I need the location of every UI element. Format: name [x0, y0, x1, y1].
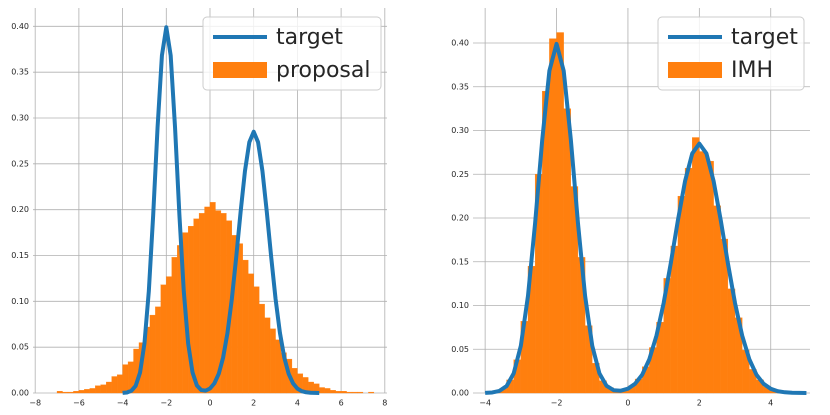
x-tick-label: −6	[73, 399, 85, 408]
histogram-bar	[242, 259, 249, 394]
y-tick-label: 0.00	[451, 389, 469, 398]
histogram-bar	[269, 328, 276, 394]
legend-label: target	[276, 25, 343, 50]
legend-swatch	[213, 62, 267, 78]
histogram-bar	[73, 391, 80, 394]
histogram-bar	[684, 167, 693, 394]
histogram-bar	[335, 391, 342, 394]
x-tick-label: 0	[625, 399, 630, 408]
histogram-bar	[275, 339, 282, 394]
y-tick-label: 0.30	[451, 126, 469, 135]
x-tick-label: 2	[697, 399, 702, 408]
histogram-bar	[264, 317, 271, 394]
histogram-bar	[166, 276, 172, 394]
y-tick-label: 0.20	[451, 214, 469, 223]
histogram-bar	[340, 391, 347, 394]
histogram-bar	[155, 306, 161, 394]
histogram-bar	[95, 385, 101, 394]
x-tick-label: 4	[295, 399, 300, 408]
x-tick-label: −4	[479, 399, 491, 408]
x-tick-label: 0	[207, 399, 212, 408]
histogram-bar	[198, 213, 205, 394]
histogram-bar	[253, 286, 260, 394]
histogram-bar	[248, 273, 254, 394]
histogram-bar	[106, 381, 112, 394]
legend-label: proposal	[276, 58, 370, 83]
target-line	[485, 41, 807, 395]
histogram-bar	[692, 137, 700, 394]
histogram-bar	[351, 391, 358, 394]
histogram-bar	[149, 314, 156, 394]
y-tick-label: 0.05	[11, 343, 29, 352]
y-tick-label: 0.30	[11, 114, 29, 123]
histogram-bar	[89, 388, 96, 394]
x-tick-label: 4	[768, 399, 773, 408]
histogram-bar	[78, 390, 85, 394]
y-tick-label: 0.35	[11, 68, 29, 77]
histogram-bar	[171, 257, 178, 394]
histogram-bar	[563, 108, 571, 394]
x-tick-label: −4	[117, 399, 129, 408]
y-tick-label: 0.10	[11, 297, 29, 306]
x-tick-label: −2	[551, 399, 563, 408]
histogram-bar	[237, 243, 243, 394]
legend-label: target	[731, 25, 798, 50]
histogram-bar	[111, 376, 118, 394]
y-tick-label: 0.40	[451, 39, 469, 48]
histogram-bar	[259, 303, 265, 394]
legend-label: IMH	[731, 58, 773, 83]
target-line	[122, 25, 320, 395]
histogram-bar	[368, 391, 375, 394]
histogram-bar	[706, 160, 714, 394]
y-tick-label: 0.00	[11, 389, 29, 398]
histogram-bar	[56, 391, 63, 394]
x-tick-label: −2	[160, 399, 172, 408]
histogram-bar	[209, 202, 216, 394]
histogram-bar	[319, 387, 325, 394]
y-tick-label: 0.15	[451, 257, 469, 266]
histogram-bar	[330, 390, 336, 394]
y-tick-label: 0.15	[11, 251, 29, 260]
histogram-bar	[62, 391, 69, 394]
histogram-bar	[346, 391, 353, 394]
y-tick-label: 0.10	[451, 301, 469, 310]
histogram-bar	[122, 364, 129, 394]
x-tick-label: −8	[29, 399, 41, 408]
histogram-bar	[204, 206, 211, 394]
histogram-bar	[84, 389, 90, 394]
histogram-bar	[160, 284, 167, 394]
legend-swatch	[668, 62, 722, 78]
y-tick-label: 0.25	[451, 170, 469, 179]
histogram-bar	[324, 388, 331, 394]
histogram-bar	[193, 218, 200, 394]
histogram-bar	[67, 391, 74, 394]
histogram-bar	[116, 374, 123, 394]
histogram-bar	[556, 32, 564, 394]
y-tick-label: 0.05	[451, 345, 469, 354]
histogram-bar	[699, 151, 707, 394]
x-tick-label: 8	[382, 399, 387, 408]
x-tick-label: 2	[251, 399, 256, 408]
y-tick-label: 0.35	[451, 82, 469, 91]
histogram-bar	[549, 38, 557, 394]
y-tick-label: 0.40	[11, 22, 29, 31]
histogram-bar	[357, 391, 364, 394]
y-tick-label: 0.20	[11, 205, 29, 214]
x-tick-label: 6	[339, 399, 344, 408]
y-tick-label: 0.25	[11, 159, 29, 168]
histogram-bar	[713, 205, 721, 394]
histogram-bar	[100, 384, 107, 394]
